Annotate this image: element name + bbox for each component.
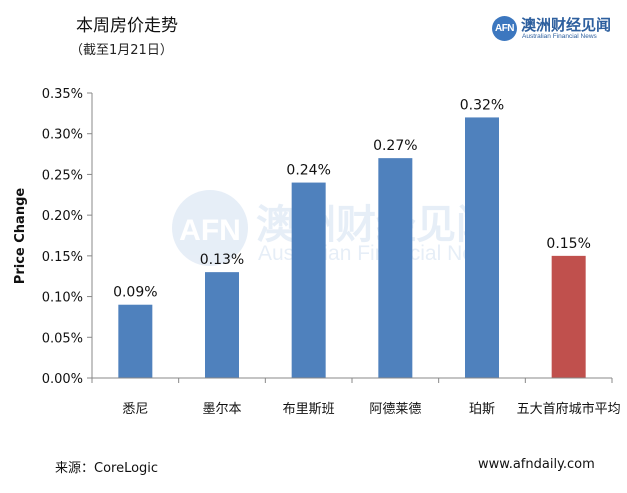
source-note: 来源：CoreLogic (55, 461, 159, 476)
x-category-label: 珀斯 (469, 402, 495, 417)
y-tick-label: 0.30% (42, 128, 83, 143)
bar-value-label: 0.24% (286, 163, 330, 179)
afn-logo-name-en: Australian Financial News (522, 33, 597, 40)
afn-logo-name-cn: 澳洲财经见闻 (521, 16, 612, 34)
bar-value-label: 0.13% (200, 252, 244, 268)
chart-subtitle: （截至1月21日） (70, 43, 173, 58)
y-tick-label: 0.05% (42, 331, 83, 346)
y-tick-label: 0.20% (42, 209, 83, 224)
bar (378, 158, 413, 378)
y-tick-label: 0.00% (42, 372, 83, 387)
afn-logo: AFN 澳洲财经见闻 Australian Financial News (492, 16, 616, 42)
y-tick-label: 0.10% (42, 291, 83, 306)
x-axis: 悉尼 墨尔本 布里斯班 阿德莱德 珀斯 五大首府城市平均 (91, 377, 621, 417)
chart-title: 本周房价走势 (76, 16, 178, 36)
bar (291, 182, 326, 378)
svg-text:AFN: AFN (179, 214, 241, 247)
bar (118, 304, 153, 378)
y-axis: 0.00% 0.05% 0.10% 0.15% 0.20% 0.25% 0.30% 0.35% (42, 87, 93, 387)
x-category-label: 阿德莱德 (369, 402, 421, 417)
y-tick-label: 0.35% (42, 87, 83, 102)
bar-value-label: 0.09% (113, 285, 157, 301)
bar-value-label: 0.27% (373, 138, 417, 154)
bar (465, 117, 499, 378)
x-category-label: 布里斯班 (283, 402, 335, 417)
bar (205, 272, 239, 378)
bar-value-label: 0.32% (460, 97, 504, 113)
y-axis-title: Price Change (13, 188, 28, 285)
bars-group: 0.09% 0.13% 0.24% 0.27% 0.32% 0.15% (113, 97, 591, 378)
bar-value-label: 0.15% (546, 236, 590, 252)
y-tick-label: 0.25% (42, 168, 83, 183)
afn-logo-mark: AFN (492, 16, 517, 41)
y-tick-label: 0.15% (42, 250, 83, 265)
x-category-label: 墨尔本 (202, 402, 241, 417)
x-category-label: 五大首府城市平均 (517, 401, 621, 417)
bar (551, 255, 586, 378)
x-category-label: 悉尼 (122, 402, 148, 417)
website-link[interactable]: www.afndaily.com (478, 457, 595, 472)
